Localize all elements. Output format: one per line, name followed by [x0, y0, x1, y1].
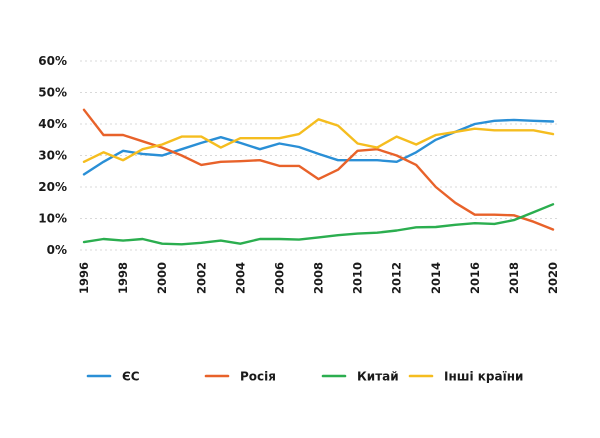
series-lines — [82, 108, 555, 246]
x-tick-label: 2006 — [272, 262, 286, 294]
legend-label: Інші країни — [444, 370, 523, 384]
legend-label: Китай — [357, 370, 399, 384]
x-tick-label: 2004 — [233, 262, 247, 294]
legend-label: ЄС — [122, 370, 140, 384]
x-tick-label: 2010 — [351, 262, 365, 294]
x-tick-label: 1996 — [77, 262, 91, 294]
x-tick-label: 2016 — [468, 262, 482, 294]
y-tick-label: 20% — [38, 180, 67, 194]
x-tick-label: 1998 — [116, 262, 130, 294]
x-axis: 1996 1998 2000 2002 2004 2006 2008 2010 2012 2014… — [77, 262, 560, 294]
legend-label: Росія — [240, 370, 276, 384]
x-tick-label: 2018 — [507, 262, 521, 294]
series-line-2 — [82, 203, 555, 246]
y-tick-label: 0% — [47, 243, 67, 257]
series-line-3 — [82, 118, 555, 164]
x-tick-label: 2014 — [429, 262, 443, 294]
y-tick-label: 50% — [38, 86, 67, 100]
x-tick-label: 2002 — [194, 262, 208, 294]
series-line-1 — [82, 108, 555, 231]
x-tick-label: 2008 — [312, 262, 326, 294]
x-tick-label: 2012 — [390, 262, 404, 294]
legend: ЄС Росія Китай Інші країни — [86, 370, 523, 384]
y-tick-label: 40% — [38, 117, 67, 131]
x-tick-label: 2020 — [546, 262, 560, 294]
series-line-0 — [82, 118, 555, 176]
x-tick-label: 2000 — [155, 262, 169, 294]
y-tick-label: 10% — [38, 212, 67, 226]
y-tick-label: 60% — [38, 54, 67, 68]
y-axis: 0% 10% 20% 30% 40% 50% 60% — [38, 54, 67, 257]
y-tick-label: 30% — [38, 149, 67, 163]
